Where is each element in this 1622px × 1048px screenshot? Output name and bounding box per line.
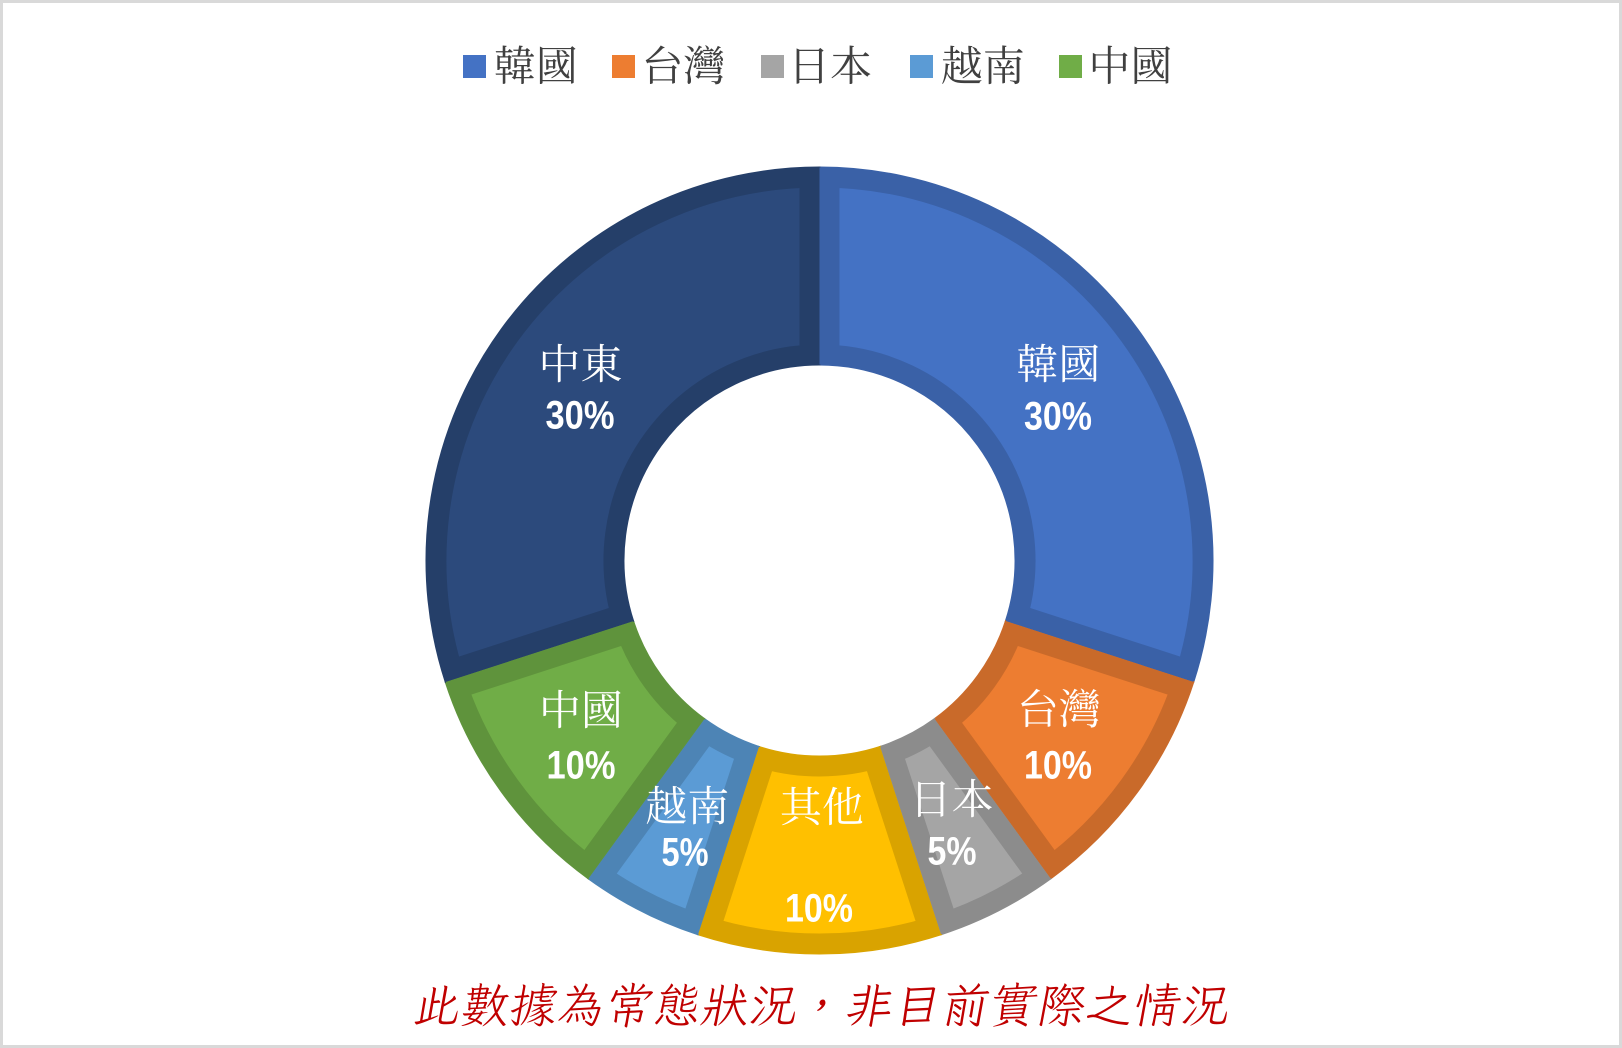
svg-text:10%: 10% xyxy=(547,744,616,788)
svg-text:10%: 10% xyxy=(1024,744,1092,788)
svg-text:5%: 5% xyxy=(928,830,977,874)
svg-text:30%: 30% xyxy=(1024,395,1092,439)
svg-text:5%: 5% xyxy=(662,831,709,875)
svg-text:30%: 30% xyxy=(546,394,615,438)
svg-text:10%: 10% xyxy=(785,887,853,931)
